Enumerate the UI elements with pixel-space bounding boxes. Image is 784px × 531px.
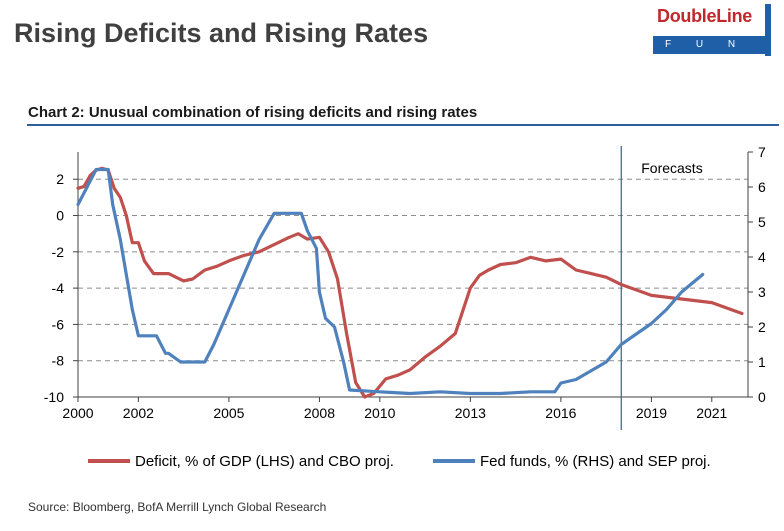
left-tick-label: -6	[52, 316, 65, 332]
x-tick-label: 2013	[455, 405, 486, 421]
right-tick-label: 7	[758, 144, 766, 160]
grid-layer	[78, 178, 748, 362]
left-tick-label: 0	[56, 208, 64, 224]
legend-fedfunds-label: Fed funds, % (RHS) and SEP proj.	[480, 453, 711, 470]
slide-title: Rising Deficits and Rising Rates	[14, 18, 429, 48]
legend-layer: Deficit, % of GDP (LHS) and CBO proj. Fed…	[88, 453, 711, 470]
x-tick-label: 2021	[696, 405, 727, 421]
chart-title-rule	[27, 124, 779, 126]
series-layer	[76, 166, 744, 399]
logo-band: F U N D S	[653, 36, 765, 68]
left-tick-label: -2	[52, 244, 65, 260]
right-tick-label: 3	[758, 284, 766, 300]
logo-brand-text: DoubleLine	[657, 6, 752, 26]
right-tick-label: 1	[758, 354, 766, 370]
x-tick-label: 2005	[213, 405, 244, 421]
right-tick-label: 0	[758, 389, 766, 405]
axis-layer	[73, 146, 753, 430]
doubleline-logo: DoubleLine F U N D S	[653, 4, 771, 68]
x-tick-label: 2019	[636, 405, 667, 421]
deficit-series-line	[76, 166, 744, 399]
right-tick-label: 6	[758, 179, 766, 195]
right-tick-label: 4	[758, 249, 766, 265]
x-tick-label: 2016	[545, 405, 576, 421]
x-tick-label: 2008	[304, 405, 335, 421]
x-tick-label: 2002	[123, 405, 154, 421]
x-tick-label: 2000	[62, 405, 93, 421]
left-tick-label: -10	[44, 389, 64, 405]
left-tick-label: -8	[52, 353, 65, 369]
forecast-annotation: Forecasts	[641, 160, 702, 176]
chart-title: Chart 2: Unusual combination of rising d…	[28, 104, 478, 121]
logo-sub-text: F U N D S	[665, 39, 747, 68]
left-tick-label: -4	[52, 280, 65, 296]
source-note: Source: Bloomberg, BofA Merrill Lynch Gl…	[28, 500, 327, 514]
right-tick-label: 2	[758, 319, 766, 335]
fedfunds-series-line	[76, 167, 705, 396]
label-layer: 2 0 -2 -4 -6 -8 -10 7 6 5 4 3 2 1 0 2000 2002 2005 2008 201…	[44, 144, 766, 421]
right-tick-label: 5	[758, 214, 766, 230]
legend-deficit-label: Deficit, % of GDP (LHS) and CBO proj.	[135, 453, 394, 470]
left-tick-label: 2	[56, 171, 64, 187]
logo-corner	[765, 4, 771, 56]
x-tick-label: 2010	[364, 405, 395, 421]
